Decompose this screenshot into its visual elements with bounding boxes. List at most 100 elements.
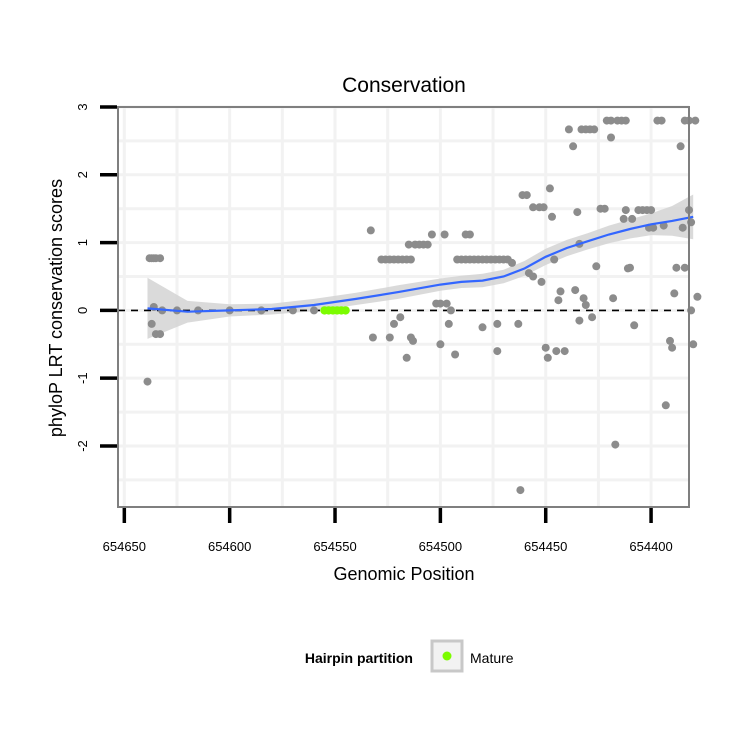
data-point	[564, 125, 573, 134]
data-point	[522, 191, 531, 200]
data-point	[693, 292, 702, 301]
data-point	[465, 230, 474, 239]
data-point	[691, 116, 700, 125]
data-point	[368, 333, 377, 342]
data-point	[406, 255, 415, 264]
data-point	[668, 343, 677, 352]
data-point	[541, 343, 550, 352]
data-point	[588, 313, 597, 322]
x-tick-label: 654500	[419, 539, 462, 554]
data-point	[156, 330, 165, 339]
data-point	[516, 486, 525, 495]
data-point	[396, 313, 405, 322]
data-point	[436, 299, 445, 308]
mature-points	[320, 306, 350, 315]
mature-point	[341, 306, 350, 315]
data-point	[444, 319, 453, 328]
smooth-line	[147, 215, 694, 313]
y-tick-label: 3	[75, 103, 90, 110]
data-point	[590, 125, 599, 134]
data-point	[446, 306, 455, 315]
data-point	[478, 323, 487, 332]
data-point	[385, 333, 394, 342]
data-point	[672, 263, 681, 272]
data-point	[689, 340, 698, 349]
legend-title: Hairpin partition	[305, 650, 413, 666]
data-point	[493, 319, 502, 328]
data-point	[545, 184, 554, 193]
data-point	[666, 336, 674, 345]
data-point	[143, 377, 152, 386]
data-point	[543, 353, 552, 362]
data-point	[626, 263, 634, 272]
data-point	[581, 301, 590, 309]
data-point	[670, 289, 679, 298]
scatter-points	[143, 116, 702, 495]
data-point	[147, 319, 156, 328]
data-point	[647, 206, 656, 215]
data-point	[366, 226, 375, 235]
data-point	[156, 254, 165, 263]
data-point	[575, 316, 584, 325]
y-axis-title: phyloP LRT conservation scores	[46, 179, 66, 437]
data-point	[592, 262, 601, 271]
y-tick-label: -1	[75, 372, 90, 384]
data-point	[676, 142, 685, 151]
legend: Hairpin partition Mature	[305, 639, 514, 673]
y-tick-label: -2	[75, 440, 90, 452]
x-tick-label: 654550	[313, 539, 356, 554]
data-point	[621, 206, 630, 215]
data-point	[529, 272, 538, 281]
data-point	[621, 116, 630, 125]
x-tick-label: 654400	[629, 539, 672, 554]
data-point	[423, 240, 432, 249]
data-point	[390, 319, 398, 328]
data-point	[529, 203, 538, 212]
smooth-line-layer	[147, 215, 694, 313]
x-axis: 654650 654600 654550 654500 654450 654400	[103, 508, 673, 554]
data-point	[493, 347, 502, 356]
data-point	[678, 223, 687, 232]
data-point	[611, 440, 620, 449]
y-tick-label: 2	[75, 171, 90, 178]
data-point	[539, 203, 548, 212]
chart-title: Conservation	[342, 74, 466, 97]
data-point	[628, 214, 637, 223]
data-point	[440, 230, 449, 239]
data-point	[550, 255, 559, 264]
data-point	[288, 306, 297, 315]
data-point	[649, 223, 658, 232]
data-point	[514, 319, 523, 328]
data-point	[609, 294, 618, 303]
confidence-ribbon-layer	[147, 194, 694, 339]
legend-label-mature: Mature	[470, 650, 514, 666]
y-axis: -2 -1 0 1 2 3	[75, 103, 117, 452]
data-point	[436, 340, 445, 349]
data-point	[600, 204, 609, 213]
data-point	[427, 230, 436, 239]
data-point	[508, 258, 516, 267]
data-point	[579, 294, 588, 303]
legend-mature-dot	[442, 651, 452, 661]
data-point	[569, 142, 578, 151]
data-point	[310, 306, 318, 315]
x-tick-label: 654600	[208, 539, 251, 554]
data-point	[657, 116, 666, 125]
data-point	[630, 321, 639, 330]
confidence-ribbon	[147, 194, 694, 339]
data-point	[573, 208, 582, 217]
x-tick-label: 654650	[103, 539, 146, 554]
data-point	[548, 212, 556, 221]
y-tick-label: 0	[75, 307, 90, 314]
data-point	[619, 214, 628, 223]
data-point	[556, 287, 565, 296]
x-tick-label: 654450	[524, 539, 567, 554]
x-axis-title: Genomic Position	[333, 564, 474, 584]
data-point	[404, 240, 413, 249]
data-point	[571, 286, 580, 295]
data-point	[409, 336, 417, 345]
data-point	[402, 353, 411, 362]
data-point	[552, 347, 561, 356]
y-tick-label: 1	[75, 239, 90, 246]
data-point	[537, 277, 546, 286]
